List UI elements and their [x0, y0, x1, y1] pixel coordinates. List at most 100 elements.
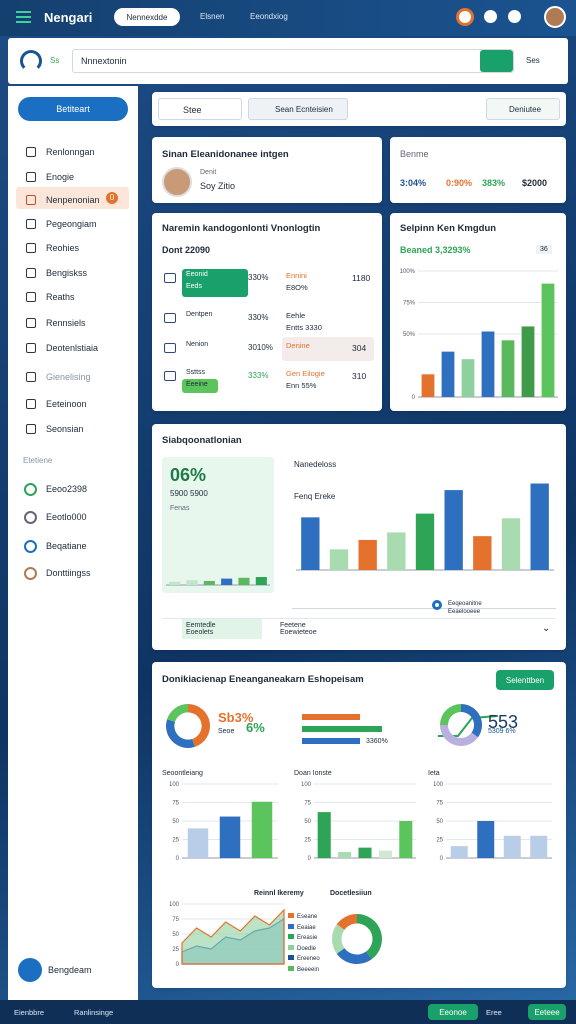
- y-tick-label: 100: [301, 782, 312, 788]
- bar: [481, 331, 495, 397]
- legend-item: Nanedeloss: [294, 460, 337, 469]
- nav-icon: [26, 219, 36, 229]
- y-tick-label: 75%: [403, 301, 416, 307]
- filter-bar: Stee Sean Ecnteisien Deniutee: [152, 92, 566, 126]
- kpi-panel: 06% 5900 5900 Fenas: [162, 457, 274, 593]
- search-input[interactable]: Nnnextonin: [72, 49, 514, 73]
- menu-icon[interactable]: [16, 11, 31, 23]
- donut-slice: [166, 719, 195, 748]
- bottom-button[interactable]: Eeteee: [528, 1004, 566, 1020]
- legend-label: Doedle: [297, 945, 317, 952]
- y-tick-label: 0: [308, 856, 312, 862]
- bar: [255, 577, 267, 585]
- row-pill: [182, 379, 218, 393]
- panel-title: Seoontleiang: [162, 770, 203, 777]
- stat: 0:90%: [446, 178, 473, 188]
- search-button[interactable]: [480, 50, 513, 72]
- badge: 36: [536, 245, 552, 254]
- bar: [450, 846, 468, 858]
- y-tick-label: 100%: [400, 269, 416, 275]
- bar: [251, 801, 273, 858]
- top-link[interactable]: Elsnen: [200, 12, 225, 21]
- bar: [203, 581, 215, 585]
- link-item[interactable]: Eeotlo000: [46, 512, 87, 522]
- nav-item[interactable]: Renlonngan: [46, 147, 95, 157]
- number-sub: 5309 6%: [488, 728, 516, 735]
- footer-text: Feetene: [280, 622, 306, 629]
- row-icon: [164, 313, 176, 323]
- donut-slice: [336, 948, 372, 964]
- bar: [301, 517, 320, 570]
- footer-item: Eemtedle Eoeolets: [182, 619, 262, 639]
- overview-card: Siabqoonatlonian 06% 5900 5900 Fenas Nan…: [152, 424, 566, 650]
- bottom-button[interactable]: Eeonoe: [428, 1004, 478, 1020]
- nav-item[interactable]: Reohies: [46, 243, 80, 253]
- primary-button[interactable]: Betiteart: [18, 97, 128, 121]
- action-button[interactable]: Deniutee: [486, 98, 560, 120]
- y-tick-label: 100: [169, 782, 180, 788]
- select[interactable]: Stee: [158, 98, 242, 120]
- bar: [541, 283, 555, 397]
- nav-item[interactable]: Reaths: [46, 292, 75, 302]
- donut-slice: [440, 725, 478, 746]
- link-item[interactable]: Donttiingss: [46, 568, 91, 578]
- nav-item[interactable]: Bengiskss: [46, 268, 88, 278]
- nav-icon: [26, 195, 36, 205]
- nav-icon: [26, 268, 36, 278]
- search-action[interactable]: Ses: [526, 56, 540, 65]
- nav-item[interactable]: Nenpenonian: [46, 195, 100, 205]
- key-item: Eeqeoanitne: [448, 601, 482, 607]
- tab[interactable]: Nennexdde: [114, 8, 180, 26]
- avatar[interactable]: [544, 6, 566, 28]
- bar-chart: [296, 483, 554, 571]
- card-title: Sinan Eleanidonanee intgen: [162, 149, 289, 160]
- link-item[interactable]: Beqatiane: [46, 541, 87, 551]
- nav-item[interactable]: Deotenlstiaia: [46, 343, 99, 353]
- donut-slice: [332, 924, 345, 954]
- row-detail: E8O%: [286, 283, 308, 292]
- settings-icon[interactable]: [508, 10, 521, 23]
- chevron[interactable]: ⌄: [542, 623, 551, 634]
- y-tick-label: 0: [176, 962, 180, 968]
- profile-name: Soy Zitio: [200, 181, 236, 191]
- nav-item[interactable]: Pegeongiam: [46, 219, 97, 229]
- row-value: 330%: [248, 273, 269, 282]
- nav-item[interactable]: Rennsiels: [46, 318, 86, 328]
- y-tick-label: 75: [436, 801, 443, 807]
- y-tick-label: 25: [172, 947, 179, 953]
- trend-card: Selpinn Ken Kmgdun Beaned 3,3293% 36 0 50…: [390, 213, 566, 411]
- footer-text: Eemtedle: [186, 622, 216, 629]
- y-tick-label: 75: [172, 917, 179, 923]
- top-link[interactable]: Eeondxiog: [250, 12, 288, 21]
- link-item[interactable]: Eeoo2398: [46, 484, 88, 494]
- legend-item: Ereasie: [288, 933, 320, 944]
- summary-card: Benme 3:04% 0:90% 383% $2000: [390, 137, 566, 203]
- legend: Eseane Eeaiae Ereasie Doedle Ereeneo Beeeein: [288, 912, 320, 975]
- y-tick-label: 0: [412, 395, 416, 401]
- bar: [521, 326, 535, 397]
- nav-item[interactable]: Eeteinoon: [46, 399, 87, 409]
- help-icon[interactable]: [484, 10, 497, 23]
- nav-icon: [26, 147, 36, 157]
- legend-label: Beeeein: [297, 966, 320, 973]
- kpi-sub: 5900 5900: [170, 489, 208, 498]
- top-bar: Nengari Nennexdde Elsnen Eeondxiog: [0, 0, 576, 36]
- nav-item[interactable]: Seonsian: [46, 424, 84, 434]
- row-label: Eeeine: [186, 381, 208, 388]
- number: 553: [488, 712, 519, 732]
- row-detail: Enn 55%: [286, 381, 317, 390]
- sidebar-footer[interactable]: Bengdeam: [48, 965, 92, 975]
- row-detail: Denine: [286, 341, 310, 350]
- notify-icon[interactable]: [456, 8, 474, 26]
- report-button[interactable]: Selenttben: [496, 670, 554, 690]
- donut-chart: [166, 704, 210, 748]
- bar-stripe: [302, 726, 382, 732]
- kpi-value: 06%: [170, 465, 207, 485]
- nav-item[interactable]: Enogie: [46, 172, 75, 182]
- nav-item[interactable]: Gienelising: [46, 372, 91, 382]
- filter-button[interactable]: Sean Ecnteisien: [248, 98, 348, 120]
- pct: 6%: [246, 720, 265, 735]
- app-title: Nengari: [44, 10, 93, 25]
- divider: [292, 608, 556, 609]
